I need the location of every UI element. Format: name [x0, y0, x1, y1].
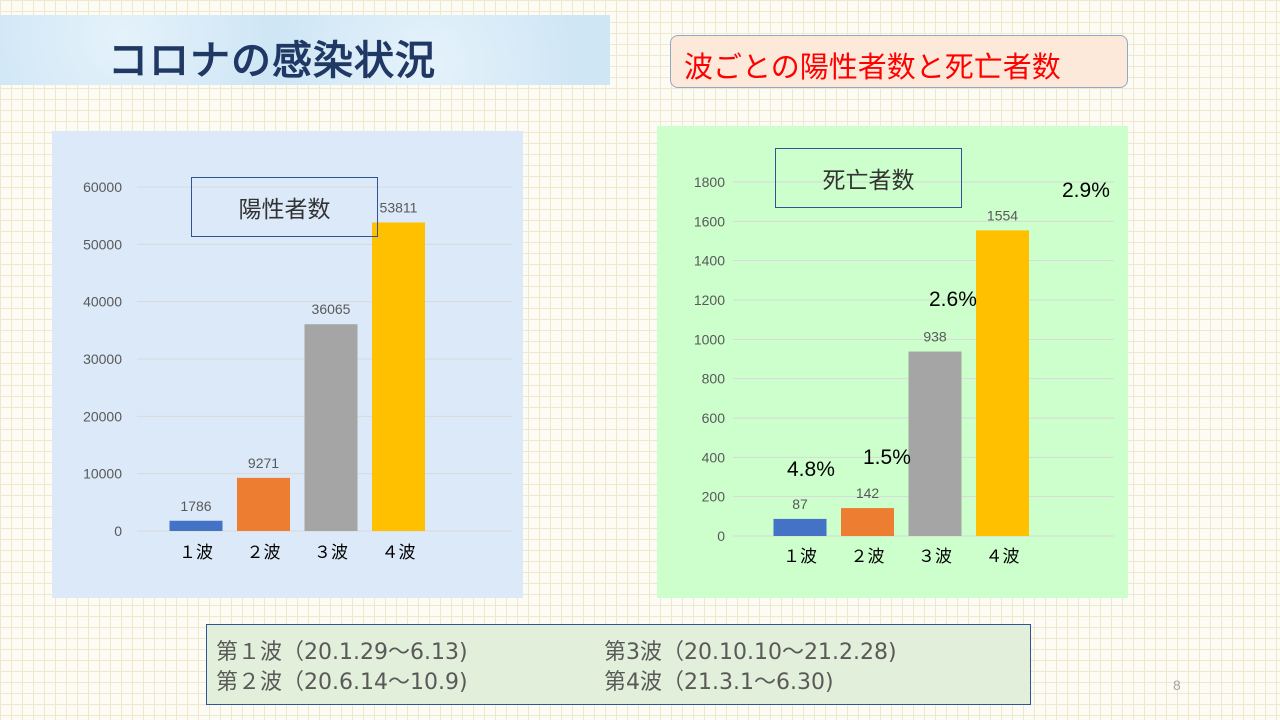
page-number: 8	[1173, 677, 1181, 693]
bar-1	[773, 518, 827, 536]
y-tick-label: 400	[702, 449, 726, 465]
deaths-chart-panel: 0 200 400 600 800 1000 1200 1400 1600 1800 87 １波 142…	[657, 126, 1128, 598]
positive-cases-legend: 陽性者数	[191, 177, 378, 237]
category-label: ４波	[986, 547, 1020, 567]
wave2-period: 第２波（20.6.14～10.9)	[216, 670, 468, 695]
y-tick-label: 1000	[694, 331, 725, 347]
category-label: ３波	[314, 543, 348, 563]
wave-periods-box	[206, 624, 1031, 705]
category-label: ２波	[247, 543, 281, 563]
y-tick-label: 30000	[83, 351, 122, 367]
bar-value-label: 142	[856, 485, 880, 501]
y-tick-label: 1800	[694, 174, 725, 190]
bar-3	[908, 351, 962, 536]
y-tick-label: 1600	[694, 213, 725, 229]
y-tick-label: 20000	[83, 408, 122, 424]
bar-1	[169, 520, 223, 531]
y-tick-label: 10000	[83, 466, 122, 482]
category-label: ２波	[851, 547, 885, 567]
slide-title: コロナの感染状況	[108, 38, 436, 84]
positive-cases-chart-panel: 0 10000 20000 30000 40000 50000 60000 1786 １波 927…	[52, 131, 523, 598]
death-rate-wave4: 2.9%	[1062, 179, 1110, 202]
bar-value-label: 938	[923, 329, 947, 345]
category-label: ４波	[382, 543, 416, 563]
bar-value-label: 87	[792, 496, 808, 512]
y-tick-label: 0	[717, 528, 725, 544]
y-tick-label: 800	[702, 371, 726, 387]
death-rate-wave2: 1.5%	[863, 446, 911, 469]
category-label: １波	[783, 547, 817, 567]
slide-subtitle: 波ごとの陽性者数と死亡者数	[684, 50, 1061, 84]
wave1-period: 第１波（20.1.29～6.13)	[216, 640, 468, 665]
y-tick-label: 1200	[694, 292, 725, 308]
bar-4	[976, 230, 1029, 536]
y-tick-label: 1400	[694, 253, 725, 269]
y-tick-label: 60000	[83, 179, 122, 195]
subtitle-box	[670, 35, 1128, 88]
bar-2	[237, 477, 290, 531]
bar-value-label: 1786	[180, 498, 211, 514]
death-rate-wave1: 4.8%	[787, 458, 835, 481]
title-banner	[0, 15, 610, 85]
y-tick-label: 40000	[83, 294, 122, 310]
bar-2	[841, 508, 894, 536]
category-label: ３波	[918, 547, 952, 567]
bar-value-label: 53811	[380, 199, 418, 215]
bar-value-label: 1554	[987, 207, 1018, 223]
bar-value-label: 36065	[312, 301, 351, 317]
bar-4	[372, 222, 425, 532]
wave3-period: 第3波（20.10.10～21.2.28)	[604, 640, 897, 665]
bar-value-label: 9271	[248, 455, 279, 471]
death-rate-wave3: 2.6%	[929, 288, 977, 311]
y-tick-label: 0	[114, 523, 122, 539]
y-tick-label: 200	[702, 489, 726, 505]
y-tick-label: 50000	[83, 236, 122, 252]
bar-3	[304, 324, 358, 531]
deaths-chart: 0 200 400 600 800 1000 1200 1400 1600 1800 87 １波 142…	[694, 174, 1114, 567]
deaths-legend: 死亡者数	[775, 148, 962, 208]
y-tick-label: 600	[702, 410, 726, 426]
category-label: １波	[179, 543, 213, 563]
wave4-period: 第4波（21.3.1～6.30)	[604, 670, 834, 695]
positive-cases-chart: 0 10000 20000 30000 40000 50000 60000 1786 １波 927…	[83, 179, 512, 563]
